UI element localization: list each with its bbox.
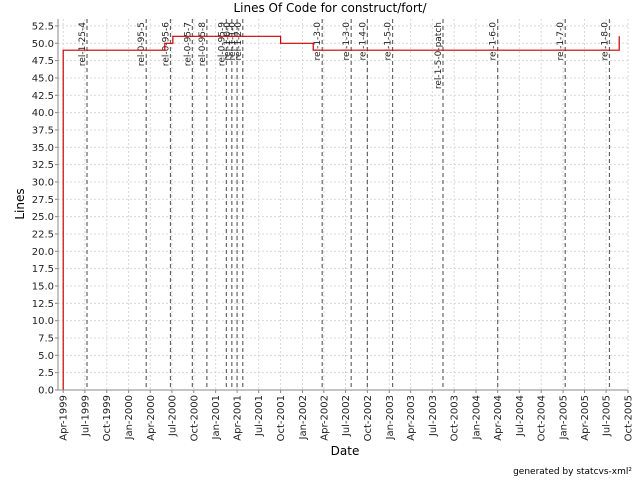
y-tick-label: 15.0	[32, 281, 54, 292]
y-tick-label: 47.5	[32, 56, 54, 67]
y-tick-label: 22.5	[32, 229, 54, 240]
x-tick-label: Apr-2005	[580, 395, 591, 441]
y-tick-label: 37.5	[32, 125, 54, 136]
x-tick-label: Apr-2003	[406, 395, 417, 441]
tag-marker-label: rel-1-5-0	[384, 22, 394, 61]
tag-marker-label: rel-1-4-0	[358, 22, 368, 61]
tag-marker-label: rel-1-3-0	[313, 22, 323, 61]
chart-title: Lines Of Code for construct/fort/	[233, 1, 427, 15]
x-axis-ticks: Apr-1999 Jul-1999 Oct-1999 Jan-2000 Apr-2000…	[59, 390, 635, 441]
tag-marker-label: rel-1-0-0	[223, 22, 233, 61]
x-tick-label: Oct-2005	[624, 395, 635, 441]
tag-marker-label: rel-1-1-0	[228, 22, 238, 61]
x-axis-label: Date	[331, 444, 360, 458]
x-tick-label: Oct-2002	[363, 395, 374, 441]
y-tick-label: 10.0	[32, 316, 54, 327]
x-tick-label: Jan-2004	[472, 395, 483, 440]
tag-marker-label: rel-0-95-6	[161, 22, 171, 66]
y-tick-label: 42.5	[32, 91, 54, 102]
plot-area: rel-1-25-4 rel-0-95-5 rel-0-95-6 rel-0-95-7…	[57, 19, 629, 391]
y-tick-label: 17.5	[32, 264, 54, 275]
tag-marker-label: rel-1-6-0	[489, 22, 499, 61]
tag-marker-label: rel-1-5-0-patch	[434, 22, 444, 89]
x-tick-label: Jul-2005	[602, 395, 613, 437]
y-axis-ticks: 0.0 2.5 5.0 7.5 10.0 12.5 15.0 17.5 20.0 22.5 25.0…	[32, 21, 58, 397]
x-tick-label: Jul-2000	[167, 395, 178, 437]
y-tick-label: 45.0	[32, 73, 54, 84]
release-tags: rel-1-25-4 rel-0-95-5 rel-0-95-6 rel-0-95-7…	[78, 19, 610, 390]
x-tick-label: Apr-2000	[146, 395, 157, 441]
x-tick-label: Jan-2005	[559, 395, 570, 440]
y-tick-label: 2.5	[38, 368, 54, 379]
tag-marker-label: rel-0-95-8	[198, 22, 208, 66]
y-axis-label: Lines	[13, 188, 27, 219]
y-tick-label: 12.5	[32, 299, 54, 310]
tag-marker-label: rel-0-95-7	[183, 22, 193, 66]
footer-credit: generated by statcvs-xml²	[513, 467, 632, 477]
x-tick-label: Jul-2003	[428, 395, 439, 437]
x-tick-label: Jan-2000	[124, 395, 135, 440]
y-tick-label: 50.0	[32, 39, 54, 50]
x-tick-label: Oct-2001	[276, 395, 287, 441]
tag-marker-label: rel-1-7-0	[556, 22, 566, 61]
y-tick-label: 7.5	[38, 333, 54, 344]
x-tick-label: Apr-2001	[233, 395, 244, 441]
x-tick-label: Oct-2000	[189, 395, 200, 441]
x-tick-label: Oct-2004	[537, 395, 548, 441]
y-tick-label: 40.0	[32, 108, 54, 119]
y-tick-label: 25.0	[32, 212, 54, 223]
series-line	[62, 35, 620, 390]
tag-marker-label: rel-1-25-4	[78, 22, 88, 66]
tag-marker-label: rel-1-8-0	[600, 22, 610, 61]
x-tick-label: Jul-2002	[341, 395, 352, 437]
tag-marker-label: rel-0-95-9	[217, 22, 227, 66]
x-tick-label: Oct-1999	[102, 395, 113, 441]
tag-marker-label: rel-1-2-0	[234, 22, 244, 61]
y-tick-label: 20.0	[32, 247, 54, 258]
y-tick-label: 0.0	[38, 386, 54, 397]
x-tick-label: Jul-2001	[254, 395, 265, 437]
y-tick-label: 35.0	[32, 143, 54, 154]
y-tick-label: 52.5	[32, 21, 54, 32]
x-tick-label: Apr-2004	[493, 395, 504, 441]
x-tick-label: Apr-2002	[319, 395, 330, 441]
x-tick-label: Jan-2003	[385, 395, 396, 440]
y-tick-label: 27.5	[32, 195, 54, 206]
x-tick-label: Apr-1999	[59, 395, 70, 441]
y-tick-label: 5.0	[38, 351, 54, 362]
series	[62, 35, 620, 390]
x-tick-label: Jan-2002	[298, 395, 309, 440]
x-tick-label: Oct-2003	[450, 395, 461, 441]
y-tick-label: 32.5	[32, 160, 54, 171]
x-tick-label: Jul-2004	[515, 395, 526, 437]
tag-marker-label: rel-0-95-5	[137, 22, 147, 66]
x-tick-label: Jan-2001	[211, 395, 222, 440]
y-tick-label: 30.0	[32, 177, 54, 188]
tag-marker-label: rel-1-3-0	[342, 22, 352, 61]
plot-background	[58, 19, 628, 390]
x-tick-label: Jul-1999	[80, 395, 91, 437]
